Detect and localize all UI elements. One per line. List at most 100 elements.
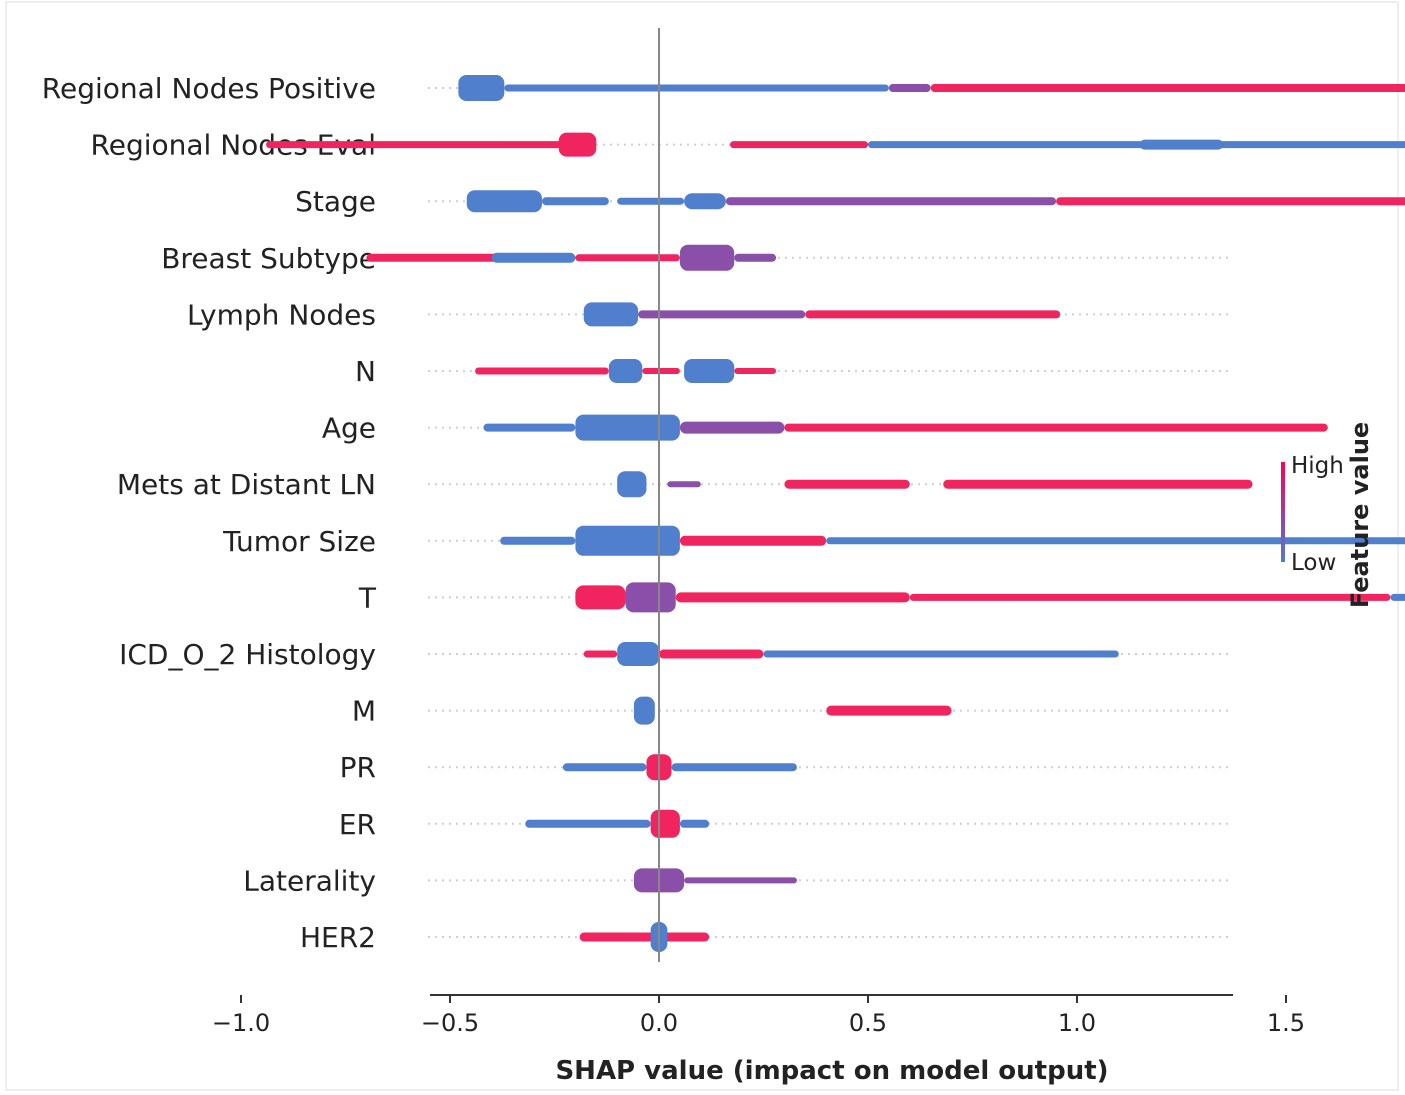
colorbar-gradient	[1281, 462, 1285, 562]
shap-point-cluster	[579, 932, 710, 942]
feature-label: Mets at Distant LN	[117, 468, 376, 501]
shap-point-cluster	[1056, 197, 1405, 206]
feature-row: Age	[322, 412, 1328, 445]
shap-point-cluster	[679, 819, 710, 828]
x-tick-label: −0.5	[421, 1009, 479, 1037]
shap-point-cluster	[659, 649, 764, 659]
shap-point-cluster	[684, 359, 735, 383]
shap-point-cluster	[583, 302, 639, 327]
shap-point-cluster	[943, 479, 1253, 489]
feature-rows: Regional Nodes Positive Regional Nodes Ev…	[42, 72, 1405, 954]
feature-row: Tumor Size	[222, 525, 1405, 558]
shap-point-cluster	[684, 193, 726, 210]
x-tick-label: 1.0	[1058, 1009, 1096, 1037]
feature-row: Breast Subtype	[161, 242, 1232, 275]
shap-point-cluster	[504, 84, 889, 92]
shap-point-cluster	[575, 525, 680, 556]
feature-row: ICD_O_2 Histology	[119, 638, 1232, 671]
shap-point-cluster	[868, 141, 1405, 149]
x-axis: −1.0−0.50.00.51.01.52.02.5	[212, 994, 1305, 1037]
x-tick-label: −1.0	[212, 1009, 270, 1037]
shap-point-cluster	[562, 763, 647, 772]
feature-row: PR	[340, 751, 1232, 784]
shap-point-cluster	[734, 253, 777, 262]
feature-row: Lymph Nodes	[187, 298, 1232, 331]
colorbar-high-label: High	[1291, 453, 1344, 479]
colorbar: High Low Feature value	[1281, 422, 1374, 608]
shap-point-cluster	[679, 244, 735, 271]
feature-row: Regional Nodes Positive	[42, 72, 1405, 105]
shap-point-cluster	[625, 582, 676, 613]
x-tick-label: 0.0	[640, 1009, 678, 1037]
shap-point-cluster	[608, 359, 643, 383]
feature-row: N	[355, 355, 1232, 388]
shap-point-cluster	[525, 819, 651, 828]
shap-point-cluster	[667, 481, 701, 488]
shap-point-cluster	[671, 763, 797, 772]
shap-point-cluster	[684, 877, 797, 884]
feature-label: T	[358, 581, 377, 614]
shap-point-cluster	[458, 75, 505, 101]
shap-point-cluster	[617, 471, 647, 498]
feature-row: Stage	[295, 185, 1405, 218]
shap-point-cluster	[734, 368, 777, 374]
feature-row: HER2	[300, 921, 1232, 954]
x-axis-label: SHAP value (impact on model output)	[555, 1056, 1108, 1086]
shap-point-cluster	[675, 592, 910, 603]
feature-label: PR	[340, 751, 376, 784]
shap-point-cluster	[725, 197, 1057, 206]
feature-row: Laterality	[243, 864, 1232, 897]
colorbar-title: Feature value	[1346, 422, 1374, 608]
shap-point-cluster	[466, 190, 542, 213]
colorbar-low-label: Low	[1291, 550, 1336, 576]
shap-point-cluster	[541, 197, 609, 206]
shap-point-cluster	[930, 84, 1405, 92]
shap-point-cluster	[1390, 593, 1405, 601]
shap-point-cluster	[763, 650, 1119, 658]
shap-point-cluster	[491, 252, 576, 263]
shap-point-cluster	[575, 254, 680, 262]
shap-point-cluster	[583, 650, 618, 658]
shap-point-cluster	[617, 642, 659, 666]
shap-point-cluster	[1139, 139, 1224, 150]
feature-label: ER	[339, 808, 376, 841]
shap-point-cluster	[784, 479, 910, 489]
feature-row: Regional Nodes Eval	[91, 129, 1405, 162]
feature-row: Mets at Distant LN	[117, 468, 1253, 501]
shap-point-cluster	[679, 535, 827, 546]
shap-point-cluster	[826, 537, 1405, 545]
feature-label: ICD_O_2 Histology	[119, 638, 376, 671]
feature-label: Regional Nodes Positive	[42, 72, 376, 105]
shap-point-cluster	[730, 141, 868, 149]
feature-label: Age	[322, 412, 376, 445]
feature-row: T	[358, 581, 1405, 614]
figure-frame	[5, 1, 1399, 1091]
feature-label: HER2	[300, 921, 376, 954]
feature-label: Lymph Nodes	[187, 298, 376, 331]
shap-point-cluster	[575, 414, 680, 441]
shap-point-cluster	[638, 310, 806, 319]
shap-point-cluster	[826, 705, 952, 716]
feature-label: Tumor Size	[222, 525, 376, 558]
feature-label: Breast Subtype	[161, 242, 376, 275]
shap-point-cluster	[558, 132, 597, 157]
shap-point-cluster	[888, 84, 931, 92]
feature-row: M	[352, 695, 1232, 728]
shap-point-cluster	[909, 593, 1391, 601]
shap-point-cluster	[575, 585, 626, 610]
shap-point-cluster	[784, 423, 1328, 432]
shap-point-cluster	[475, 367, 609, 375]
shap-point-cluster	[483, 423, 576, 432]
shap-point-cluster	[633, 696, 655, 725]
shap-point-cluster	[500, 536, 576, 545]
feature-label: Laterality	[243, 864, 376, 897]
shap-point-cluster	[617, 197, 685, 205]
shap-point-cluster	[650, 809, 680, 838]
feature-row: ER	[339, 808, 1232, 841]
feature-label: M	[352, 695, 376, 728]
feature-label: N	[355, 355, 376, 388]
feature-label: Stage	[295, 185, 376, 218]
shap-point-cluster	[679, 421, 785, 434]
shap-point-cluster	[266, 141, 568, 149]
